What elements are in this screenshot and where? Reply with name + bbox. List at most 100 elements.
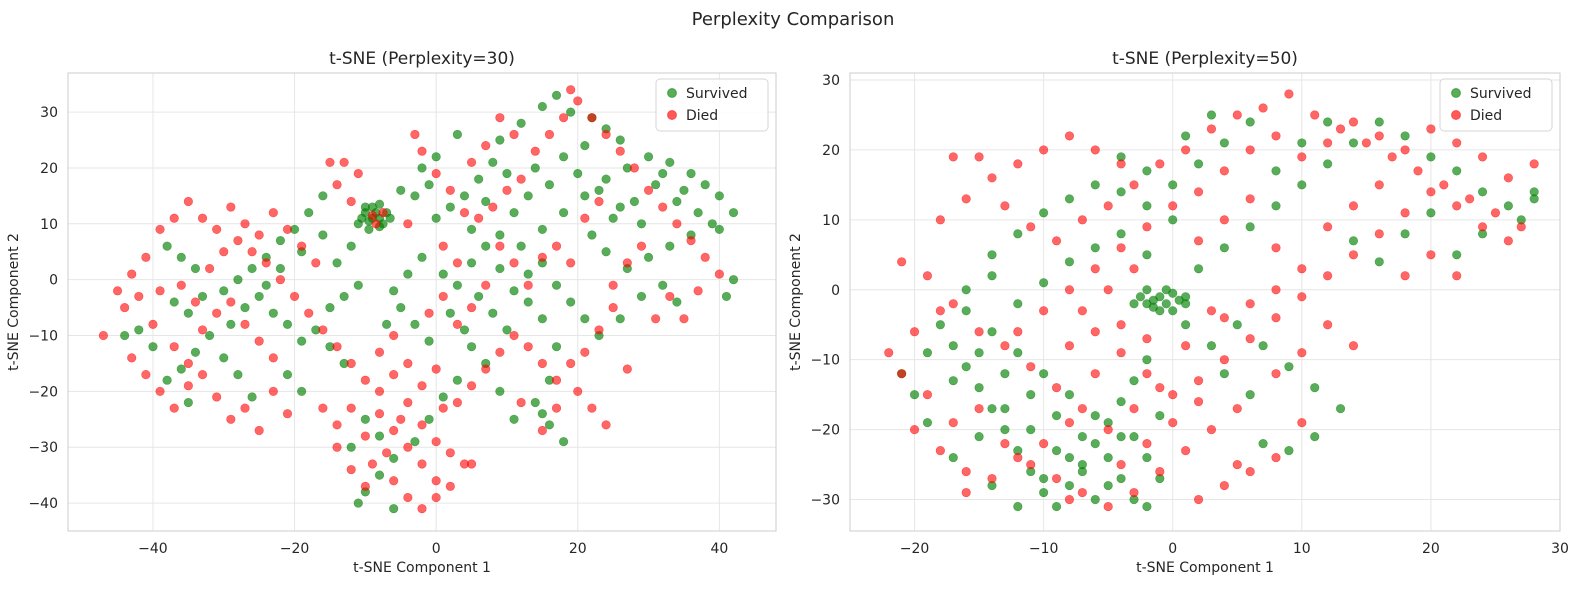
data-point-survived: [364, 224, 374, 234]
data-point-survived: [1348, 138, 1359, 148]
data-point-died: [1503, 236, 1513, 246]
data-point-survived: [1026, 390, 1036, 400]
data-point-died: [219, 247, 229, 257]
data-point-died: [587, 113, 597, 123]
x-tick-label: 20: [569, 541, 587, 557]
data-point-survived: [728, 275, 739, 285]
data-point-died: [537, 425, 547, 436]
data-point-survived: [183, 397, 193, 408]
data-point-died: [948, 418, 958, 428]
data-point-survived: [219, 286, 229, 296]
data-point-survived: [1335, 404, 1346, 414]
data-point-died: [1323, 271, 1333, 281]
data-point-survived: [948, 452, 958, 463]
data-point-died: [1297, 418, 1307, 428]
data-point-survived: [714, 191, 724, 201]
data-point-survived: [961, 285, 971, 295]
y-tick-label: −20: [28, 384, 58, 400]
data-point-survived: [1245, 222, 1255, 232]
data-point-survived: [396, 185, 406, 195]
data-point-died: [1348, 117, 1359, 127]
data-point-survived: [1323, 159, 1333, 169]
data-point-survived: [615, 202, 625, 212]
data-point-died: [240, 403, 250, 413]
data-point-died: [1077, 404, 1087, 414]
data-point-died: [197, 213, 208, 223]
data-point-died: [1232, 110, 1242, 120]
data-point-survived: [658, 280, 668, 290]
data-point-survived: [1245, 390, 1255, 400]
data-point-died: [1271, 285, 1281, 295]
data-point-died: [311, 258, 321, 268]
data-point-died: [1000, 341, 1010, 351]
data-point-died: [226, 202, 236, 212]
data-point-survived: [1129, 376, 1139, 386]
data-point-died: [622, 364, 632, 374]
data-point-survived: [1161, 285, 1171, 295]
data-point-survived: [1103, 452, 1113, 463]
data-point-survived: [1258, 438, 1268, 449]
data-point-survived: [134, 325, 144, 335]
data-point-survived: [665, 241, 675, 251]
data-point-survived: [438, 269, 448, 279]
data-point-died: [1103, 501, 1113, 512]
data-point-survived: [282, 319, 293, 329]
data-point-died: [488, 202, 498, 212]
data-point-died: [509, 258, 519, 268]
data-point-died: [1155, 466, 1165, 477]
data-point-survived: [1000, 425, 1010, 435]
data-point-died: [1064, 418, 1075, 428]
data-point-survived: [1284, 445, 1294, 456]
data-point-died: [417, 146, 427, 156]
data-point-died: [665, 291, 675, 302]
data-point-survived: [1116, 473, 1126, 484]
data-point-died: [1503, 173, 1513, 183]
data-point-died: [1271, 131, 1281, 141]
data-point-died: [1245, 299, 1255, 309]
data-point-survived: [466, 342, 477, 352]
data-point-died: [389, 425, 399, 436]
data-point-died: [1297, 292, 1307, 302]
data-point-died: [909, 327, 920, 337]
data-point-died: [339, 157, 349, 167]
data-point-survived: [438, 392, 448, 402]
data-point-died: [438, 291, 448, 302]
data-point-died: [169, 213, 179, 223]
data-point-survived: [247, 392, 257, 402]
data-point-survived: [573, 168, 583, 179]
data-point-survived: [728, 208, 739, 218]
data-point-died: [127, 269, 137, 279]
data-point-survived: [1232, 320, 1242, 330]
data-point-survived: [459, 325, 470, 335]
data-point-survived: [974, 348, 984, 358]
data-point-died: [884, 348, 894, 358]
data-point-survived: [389, 453, 399, 463]
data-point-survived: [1142, 355, 1152, 365]
data-point-survived: [1129, 299, 1139, 309]
data-point-died: [516, 397, 526, 408]
data-point-died: [127, 353, 137, 363]
data-point-died: [1323, 222, 1333, 232]
data-point-died: [566, 85, 576, 95]
data-point-died: [1232, 404, 1242, 414]
data-point-survived: [537, 314, 547, 324]
data-point-survived: [530, 397, 540, 408]
data-point-died: [1129, 487, 1139, 498]
data-point-survived: [389, 286, 399, 296]
data-point-survived: [544, 420, 555, 430]
data-point-survived: [452, 129, 463, 140]
data-point-survived: [466, 224, 477, 234]
data-point-survived: [445, 308, 455, 318]
data-point-survived: [1039, 208, 1049, 218]
legend-label-survived: Survived: [1470, 86, 1531, 102]
data-point-survived: [1064, 480, 1075, 491]
data-point-died: [176, 280, 186, 290]
x-tick-label: 0: [432, 541, 441, 557]
data-point-died: [922, 271, 933, 281]
data-point-died: [935, 445, 945, 456]
data-point-died: [141, 252, 151, 262]
data-point-died: [1181, 341, 1191, 351]
data-point-died: [1116, 320, 1126, 330]
data-point-survived: [488, 308, 498, 318]
data-point-died: [1374, 229, 1384, 239]
